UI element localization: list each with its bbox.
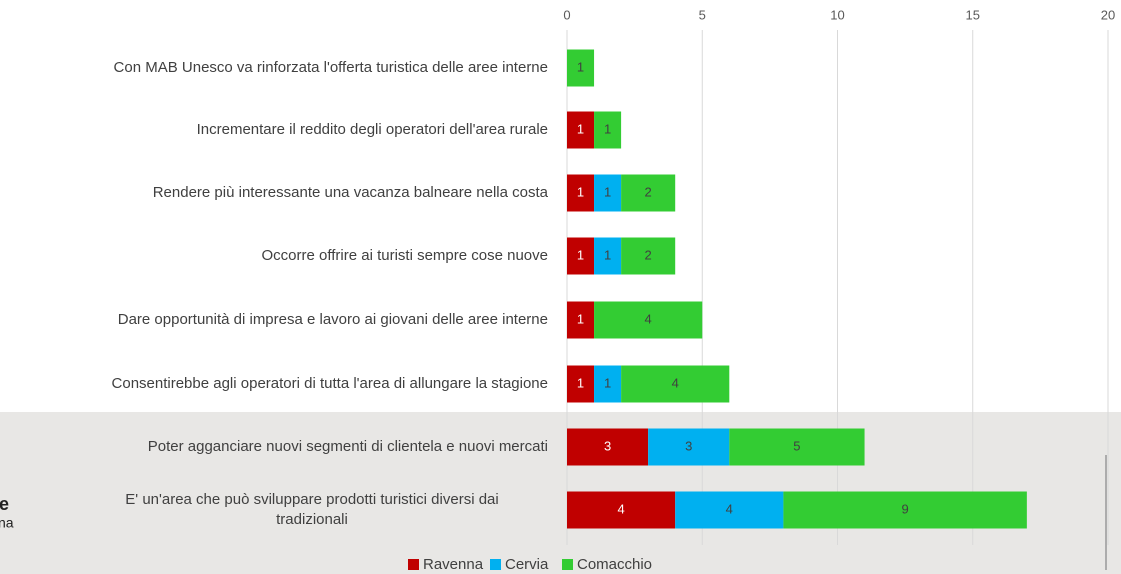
bar-segment <box>594 174 622 212</box>
data-label: 2 <box>645 184 652 199</box>
legend-swatch <box>490 559 501 570</box>
y-tick-label: Incrementare il reddito degli operatori … <box>197 121 548 138</box>
data-label: 4 <box>726 501 733 516</box>
bar-segment <box>567 365 595 403</box>
legend-label: Ravenna <box>423 556 484 573</box>
y-tick-label: Con MAB Unesco va rinforzata l'offerta t… <box>114 59 548 76</box>
bar-segment <box>567 237 595 275</box>
data-label: 1 <box>577 311 584 326</box>
y-tick-label: Dare opportunità di impresa e lavoro ai … <box>118 311 548 328</box>
annotation: e <box>0 494 9 514</box>
data-label: 4 <box>645 311 652 326</box>
legend-label: Comacchio <box>577 556 652 573</box>
bar-segment <box>594 365 622 403</box>
x-tick-label: 0 <box>563 7 570 22</box>
y-tick-label: Rendere più interessante una vacanza bal… <box>153 184 549 201</box>
data-label: 2 <box>645 247 652 262</box>
bar-segment <box>567 491 676 529</box>
data-label: 4 <box>617 501 624 516</box>
data-label: 1 <box>577 375 584 390</box>
bar-segment <box>594 111 622 149</box>
data-label: 1 <box>577 184 584 199</box>
data-label: 3 <box>604 438 611 453</box>
bar-segment <box>567 428 649 466</box>
data-label: 5 <box>793 438 800 453</box>
bar-segment <box>648 428 730 466</box>
y-tick-label: Consentirebbe agli operatori di tutta l'… <box>112 375 548 392</box>
data-label: 1 <box>604 247 611 262</box>
bar-segment <box>594 301 703 339</box>
y-tick-label: Occorre offrire ai turisti sempre cose n… <box>261 247 548 264</box>
bar-segment <box>567 174 595 212</box>
data-label: 1 <box>604 184 611 199</box>
y-tick-label: Poter agganciare nuovi segmenti di clien… <box>148 438 548 455</box>
legend-swatch <box>562 559 573 570</box>
bar-segment <box>621 174 676 212</box>
data-label: 3 <box>685 438 692 453</box>
bar-segment <box>567 301 595 339</box>
y-tick-label: E' un'area che può sviluppare prodotti t… <box>125 491 498 528</box>
legend-label: Cervia <box>505 556 549 573</box>
annotation: na <box>0 515 14 531</box>
data-label: 9 <box>902 501 909 516</box>
bar-segment <box>594 237 622 275</box>
data-label: 1 <box>577 59 584 74</box>
x-tick-label: 20 <box>1101 7 1115 22</box>
bar-segment <box>675 491 784 529</box>
bar-segment <box>729 428 865 466</box>
x-tick-label: 5 <box>699 7 706 22</box>
data-label: 1 <box>577 121 584 136</box>
legend-swatch <box>408 559 419 570</box>
bar-segment <box>567 49 595 87</box>
bar-segment <box>621 365 730 403</box>
bar-segment <box>783 491 1027 529</box>
x-tick-label: 15 <box>966 7 980 22</box>
x-tick-label: 10 <box>830 7 844 22</box>
data-label: 1 <box>604 121 611 136</box>
bar-segment <box>621 237 676 275</box>
data-label: 4 <box>672 375 679 390</box>
bar-segment <box>567 111 595 149</box>
data-label: 1 <box>577 247 584 262</box>
data-label: 1 <box>604 375 611 390</box>
